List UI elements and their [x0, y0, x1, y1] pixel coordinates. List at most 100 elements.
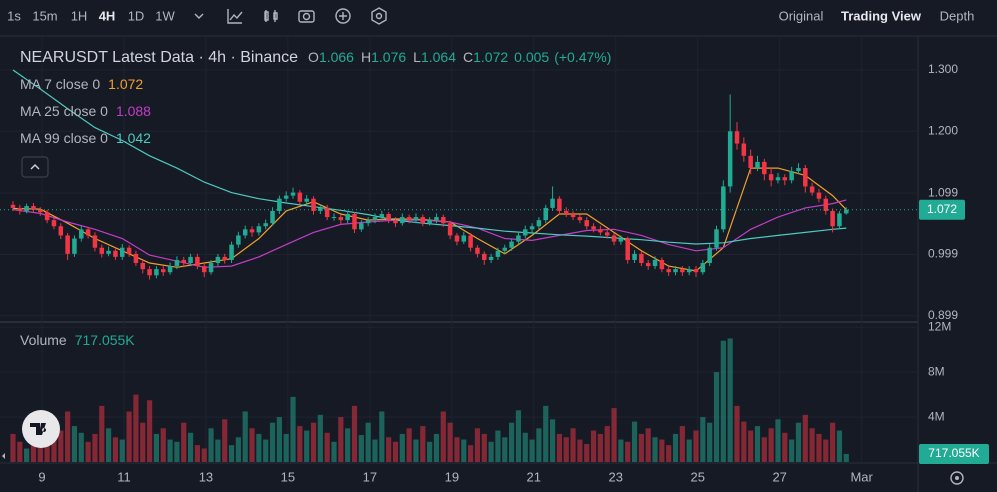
volume-bar	[37, 437, 43, 462]
volume-bar	[276, 417, 282, 462]
volume-legend: Volume 717.055K	[20, 332, 135, 348]
settings-corner[interactable]	[950, 471, 964, 485]
candle-body	[632, 253, 637, 260]
scroll-left[interactable]	[2, 453, 5, 459]
ohlc-key: L	[413, 49, 421, 65]
candle-body	[441, 217, 446, 224]
candle-body	[523, 229, 528, 236]
candle-body	[195, 256, 200, 267]
volume-bar	[461, 439, 467, 462]
candle-body	[38, 209, 43, 213]
candle-body	[304, 198, 309, 202]
volume-bar	[297, 426, 303, 462]
indicators-icon[interactable]	[227, 9, 243, 24]
candle-body	[557, 198, 562, 211]
candle-body	[577, 217, 583, 221]
volume-bar	[686, 439, 692, 462]
candle-body	[755, 161, 760, 169]
ma-legend: MA 25 close 0 1.088	[20, 103, 151, 119]
ohlc-key: H	[361, 49, 371, 65]
x-tick-label: 9	[38, 469, 45, 484]
last-price-label: 1.072	[927, 202, 957, 216]
volume-bar	[720, 340, 726, 462]
view-tab[interactable]: Trading View	[841, 8, 922, 23]
candle-body	[324, 207, 330, 218]
volume-bar	[112, 437, 119, 462]
candle-body	[673, 269, 678, 273]
candle-body	[126, 247, 132, 254]
candle-body	[17, 207, 23, 211]
ohlc-value: 1.064	[421, 49, 456, 65]
interval-button[interactable]: 1W	[155, 8, 175, 23]
volume-bar	[843, 453, 849, 462]
tv-logo[interactable]	[22, 410, 60, 448]
interval-button[interactable]: 1s	[7, 8, 21, 23]
volume-tick-label: 4M	[928, 409, 945, 423]
view-tab[interactable]: Original	[779, 8, 824, 23]
candle-body	[352, 214, 357, 230]
candle-body	[85, 229, 91, 236]
candle-body	[809, 186, 815, 193]
volume-bar	[679, 426, 685, 462]
settings-icon[interactable]	[371, 7, 387, 25]
volume-bar	[283, 433, 289, 462]
candle-body	[625, 238, 630, 260]
volume-bar	[631, 421, 638, 462]
volume-bar	[604, 426, 610, 462]
gear-dot	[955, 476, 959, 480]
candle-body	[222, 256, 227, 260]
toolbar-icons[interactable]	[194, 7, 387, 25]
ma-name: MA 99 close 0	[20, 130, 108, 146]
x-tick-label: Mar	[850, 469, 873, 484]
x-tick-label: 21	[527, 469, 541, 484]
candle-body	[242, 229, 248, 236]
volume-bar	[577, 439, 583, 462]
candle-body	[584, 220, 589, 227]
candle-body	[188, 256, 193, 264]
candle-body	[447, 223, 453, 236]
volume-bar	[406, 428, 412, 462]
volume-bar	[802, 414, 808, 462]
candle-body	[782, 177, 788, 181]
candle-body	[816, 192, 822, 199]
interval-button[interactable]: 1H	[71, 8, 88, 23]
candle-body	[393, 220, 398, 224]
candle-body	[215, 256, 221, 264]
ma-name: MA 25 close 0	[20, 103, 108, 119]
volume-bar	[830, 422, 836, 462]
ohlc-value: 1.066	[319, 49, 354, 65]
candle-body	[844, 209, 849, 214]
last-volume-badge	[919, 443, 989, 464]
logo-mark	[30, 423, 47, 435]
candle-body	[536, 220, 542, 227]
more-intervals[interactable]	[194, 13, 204, 19]
candle-body	[618, 238, 624, 242]
volume-bar	[338, 417, 344, 462]
y-tick-label: 1.099	[928, 185, 958, 199]
interval-button[interactable]: 15m	[32, 8, 57, 23]
x-tick-label: 15	[281, 469, 295, 484]
chart-type-icon[interactable]	[264, 10, 278, 22]
screenshot-icon[interactable]	[298, 10, 315, 23]
candle-body	[106, 250, 111, 254]
candle-body	[283, 195, 289, 199]
volume-bar	[65, 411, 71, 462]
volume-bar	[222, 419, 228, 462]
volume-bar	[263, 439, 269, 462]
volume-bar	[543, 405, 549, 462]
candle-body	[338, 217, 344, 221]
interval-button[interactable]: 1D	[128, 8, 145, 23]
volume-bar	[58, 430, 64, 462]
candle-body	[495, 250, 501, 257]
interval-button[interactable]: 4H	[99, 8, 116, 23]
view-tab[interactable]: Depth	[940, 8, 975, 23]
collapse-legend-button[interactable]	[21, 156, 49, 178]
volume-bar	[659, 439, 665, 462]
volume-bar	[126, 411, 132, 462]
volume-bar	[502, 437, 508, 462]
candle-body	[290, 192, 296, 196]
candle-body	[208, 263, 214, 273]
volume-bar	[290, 396, 296, 462]
add-icon[interactable]	[335, 8, 351, 24]
